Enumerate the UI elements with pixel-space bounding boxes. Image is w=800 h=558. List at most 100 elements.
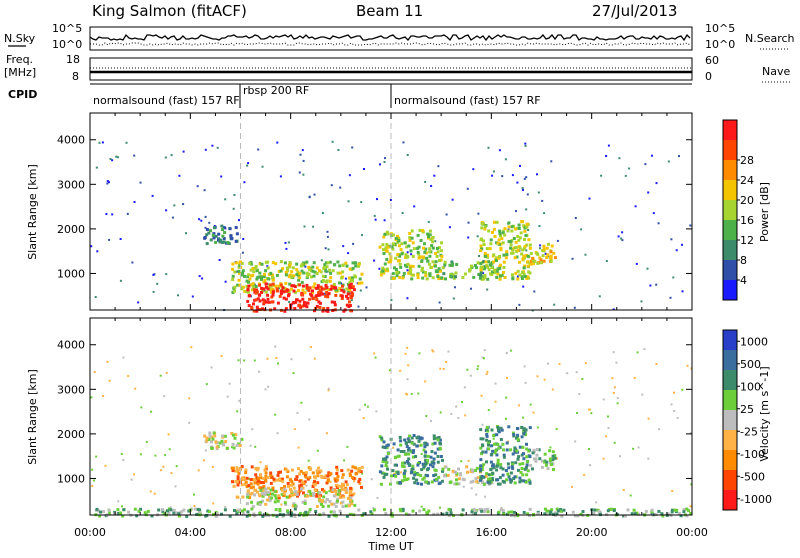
nsearch-tick-high: 10^5 bbox=[705, 22, 735, 35]
speckle-cell bbox=[526, 193, 529, 196]
speckle-cell bbox=[95, 166, 98, 169]
speckle-cell bbox=[243, 181, 246, 184]
data-cell bbox=[522, 224, 526, 228]
data-cell bbox=[518, 260, 522, 264]
data-cell bbox=[528, 426, 532, 430]
data-cell bbox=[522, 432, 526, 436]
data-cell bbox=[301, 284, 305, 288]
data-cell bbox=[245, 284, 249, 288]
data-cell bbox=[440, 254, 444, 258]
data-cell bbox=[386, 232, 390, 236]
data-cell bbox=[657, 509, 661, 513]
data-cell bbox=[272, 477, 276, 481]
data-cell bbox=[386, 467, 389, 471]
data-cell bbox=[334, 484, 338, 487]
data-cell bbox=[430, 460, 434, 464]
data-cell bbox=[553, 456, 557, 460]
data-cell bbox=[254, 285, 258, 289]
data-cell bbox=[292, 486, 296, 490]
data-cell bbox=[501, 229, 505, 233]
speckle-cell bbox=[571, 485, 574, 488]
speckle-cell bbox=[632, 447, 635, 450]
data-cell bbox=[545, 246, 549, 250]
data-cell bbox=[505, 478, 509, 482]
data-cell bbox=[340, 288, 344, 292]
data-cell bbox=[432, 512, 436, 516]
data-cell bbox=[378, 245, 382, 249]
data-cell bbox=[517, 468, 520, 472]
data-cell bbox=[278, 294, 282, 298]
data-cell bbox=[342, 495, 346, 499]
data-cell bbox=[241, 269, 245, 273]
data-cell bbox=[208, 431, 212, 435]
data-cell bbox=[217, 232, 221, 236]
data-cell bbox=[492, 268, 496, 272]
speckle-cell bbox=[164, 454, 167, 457]
data-cell bbox=[446, 473, 450, 477]
data-cell bbox=[519, 479, 523, 483]
data-cell bbox=[146, 509, 150, 513]
speckle-cell bbox=[108, 238, 111, 241]
data-cell bbox=[522, 511, 526, 514]
data-cell bbox=[238, 263, 242, 267]
data-cell bbox=[271, 492, 274, 496]
data-cell bbox=[632, 508, 636, 512]
speckle-cell bbox=[525, 176, 528, 179]
data-cell bbox=[494, 449, 498, 453]
speckle-cell bbox=[277, 362, 279, 365]
data-cell bbox=[291, 482, 295, 486]
data-cell bbox=[337, 489, 341, 492]
nsearch-label: N.Search bbox=[745, 32, 795, 45]
speckle-cell bbox=[493, 170, 495, 173]
data-cell bbox=[252, 309, 256, 313]
data-cell bbox=[292, 284, 296, 288]
data-cell bbox=[576, 514, 580, 518]
data-cell bbox=[474, 512, 477, 516]
speckle-cell bbox=[418, 352, 421, 355]
data-cell bbox=[257, 480, 261, 484]
data-cell bbox=[315, 304, 319, 308]
data-cell bbox=[480, 509, 484, 513]
data-cell bbox=[514, 271, 518, 275]
speckle-cell bbox=[302, 173, 305, 176]
colorbar-segment bbox=[723, 470, 737, 490]
speckle-cell bbox=[448, 226, 451, 229]
data-cell bbox=[526, 275, 530, 279]
data-cell bbox=[502, 512, 506, 516]
data-cell bbox=[500, 428, 504, 432]
data-cell bbox=[241, 512, 245, 516]
data-cell bbox=[253, 514, 257, 518]
data-cell bbox=[542, 247, 546, 251]
speckle-cell bbox=[476, 368, 479, 371]
data-cell bbox=[297, 467, 300, 471]
data-cell bbox=[440, 276, 444, 280]
data-cell bbox=[555, 507, 559, 511]
speckle-cell bbox=[248, 486, 251, 489]
data-cell bbox=[428, 274, 432, 278]
data-cell bbox=[308, 286, 312, 290]
data-cell bbox=[471, 470, 475, 474]
data-cell bbox=[299, 483, 303, 487]
data-cell bbox=[499, 246, 503, 250]
data-cell bbox=[358, 469, 362, 473]
data-cell bbox=[246, 492, 249, 496]
data-cell bbox=[235, 444, 239, 447]
data-cell bbox=[150, 514, 154, 518]
data-cell bbox=[637, 512, 640, 516]
data-cell bbox=[410, 441, 414, 445]
data-cell bbox=[274, 262, 278, 266]
data-cell bbox=[215, 447, 219, 451]
data-cell bbox=[348, 283, 352, 287]
data-cell bbox=[406, 460, 409, 463]
speckle-cell bbox=[504, 158, 507, 161]
data-cell bbox=[543, 512, 547, 516]
data-cell bbox=[221, 434, 225, 438]
speckle-cell bbox=[154, 454, 157, 457]
speckle-cell bbox=[681, 243, 683, 246]
data-cell bbox=[550, 244, 554, 248]
data-cell bbox=[432, 437, 436, 441]
data-cell bbox=[250, 500, 254, 504]
data-cell bbox=[412, 476, 416, 480]
speckle-cell bbox=[360, 201, 363, 204]
data-cell bbox=[172, 511, 176, 515]
